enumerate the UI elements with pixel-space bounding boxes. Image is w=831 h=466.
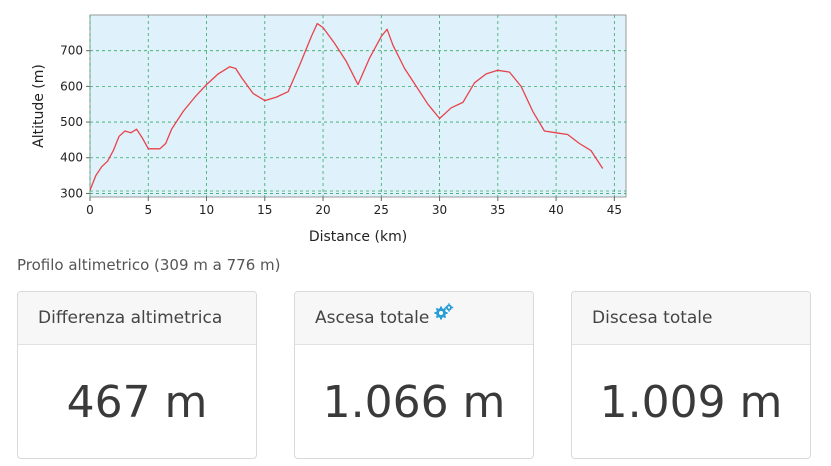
plot-area — [89, 14, 627, 198]
y-tick-label: 300 — [60, 186, 83, 200]
x-axis-label: Distance (km) — [309, 229, 407, 245]
x-tick-label: 5 — [144, 203, 152, 217]
x-tick-label: 10 — [199, 203, 214, 217]
total-descent-value: 1.009 m — [599, 376, 783, 428]
x-tick-label: 15 — [257, 203, 272, 217]
y-tick-label: 600 — [60, 79, 83, 93]
x-tick-label: 0 — [86, 203, 94, 217]
y-tick-label: 700 — [60, 44, 83, 58]
y-tick-label: 500 — [60, 115, 83, 129]
elevation-line — [89, 22, 604, 191]
chart-caption: Profilo altimetrico (309 m a 776 m) — [17, 256, 281, 274]
total-ascent-card: Ascesa totale 1.066 m — [294, 291, 534, 459]
total-ascent-header: Ascesa totale — [295, 292, 533, 345]
x-tick-label: 25 — [374, 203, 389, 217]
x-tick-label: 40 — [548, 203, 563, 217]
elevation-difference-card: Differenza altimetrica 467 m — [17, 291, 257, 459]
gears-icon[interactable] — [434, 292, 454, 342]
total-ascent-value: 1.066 m — [322, 376, 506, 428]
elevation-difference-value: 467 m — [66, 376, 208, 428]
total-ascent-label: Ascesa totale — [315, 308, 430, 328]
x-tick-label: 45 — [607, 203, 622, 217]
total-descent-label: Discesa totale — [572, 292, 810, 345]
x-tick-label: 20 — [315, 203, 330, 217]
x-tick-label: 30 — [432, 203, 447, 217]
elevation-difference-label: Differenza altimetrica — [18, 292, 256, 345]
y-axis-label: Altitude (m) — [31, 64, 47, 148]
total-descent-card: Discesa totale 1.009 m — [571, 291, 811, 459]
x-tick-label: 35 — [490, 203, 505, 217]
y-tick-label: 400 — [60, 151, 83, 165]
elevation-chart: 0 5 10 15 20 25 30 35 40 45 300 400 500 600 700 Distanc… — [31, 14, 627, 245]
